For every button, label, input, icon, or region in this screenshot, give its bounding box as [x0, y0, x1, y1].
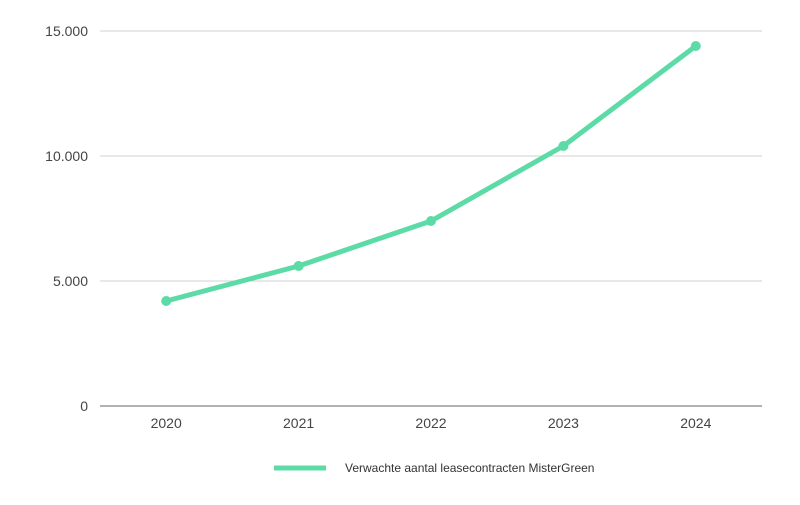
x-tick-label: 2024: [680, 415, 711, 431]
series-lines: [163, 43, 699, 304]
data-point: [558, 141, 569, 151]
x-tick-label: 2021: [283, 415, 314, 431]
data-point: [426, 216, 436, 226]
x-tick-label: 2023: [548, 415, 579, 431]
y-tick-label: 5.000: [53, 273, 88, 289]
data-point: [690, 41, 701, 51]
x-tick-label: 2022: [415, 415, 446, 431]
legend-label: Verwachte aantal leasecontracten MisterG…: [345, 461, 594, 475]
x-tick-label: 2020: [151, 415, 182, 431]
data-point: [161, 296, 172, 306]
grid-lines: [100, 30, 762, 282]
y-tick-label: 10.000: [45, 148, 88, 164]
data-points: [161, 41, 701, 306]
y-tick-label: 15.000: [45, 23, 88, 39]
series-line: [163, 43, 699, 304]
data-point: [293, 261, 304, 271]
y-tick-label: 0: [80, 398, 88, 414]
legend: Verwachte aantal leasecontracten MisterG…: [274, 461, 594, 475]
x-axis-tick-labels: 2020 2021 2022 2023 2024: [151, 415, 712, 431]
y-axis-tick-labels: 0 5.000 10.000 15.000: [45, 23, 88, 414]
